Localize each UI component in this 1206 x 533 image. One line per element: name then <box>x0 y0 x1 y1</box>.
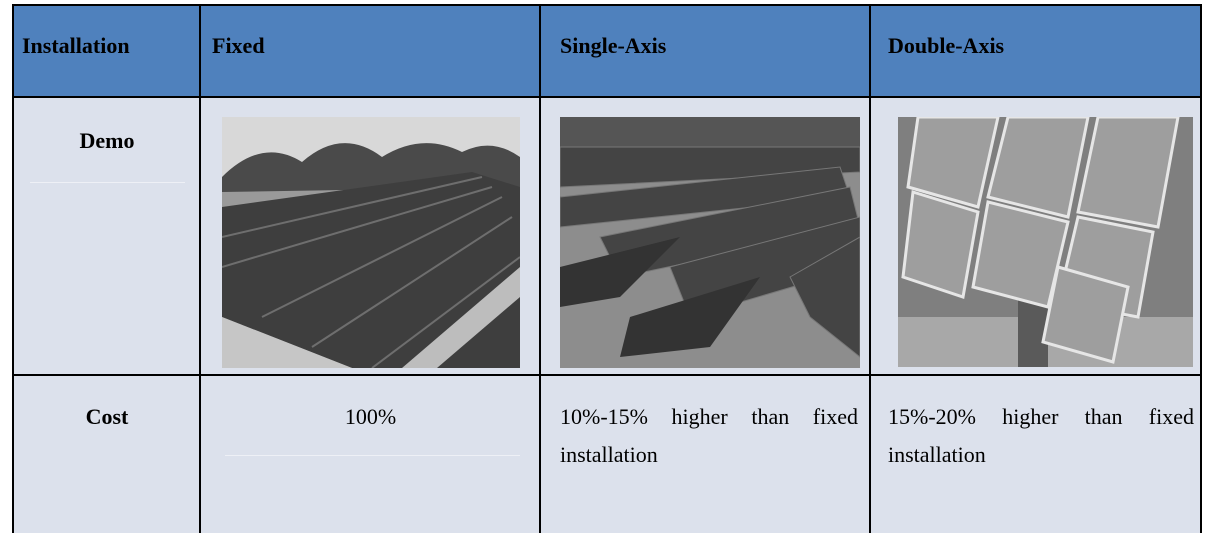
double-axis-photo <box>898 117 1193 367</box>
border <box>12 4 14 533</box>
cell: 10%-15% higher than fixed installation <box>560 404 858 467</box>
header-cell: Installation <box>22 33 130 58</box>
row-label: Demo <box>79 128 135 153</box>
rule <box>225 455 520 456</box>
border <box>539 4 541 533</box>
header-cell: Fixed <box>212 33 265 58</box>
border <box>13 374 1202 376</box>
fixed-photo <box>222 117 520 368</box>
header-cell: Single-Axis <box>560 33 667 58</box>
border <box>869 4 871 533</box>
cell: 100% <box>344 404 397 429</box>
rule <box>30 182 185 183</box>
border <box>1200 4 1202 533</box>
single-axis-photo <box>560 117 860 368</box>
border <box>199 4 201 533</box>
border <box>13 96 1202 98</box>
border <box>13 4 1202 6</box>
row-label: Cost <box>85 404 129 429</box>
cell: 15%-20% higher than fixed installation <box>888 404 1194 467</box>
header-row <box>13 5 1201 97</box>
header-cell: Double-Axis <box>888 33 1005 58</box>
